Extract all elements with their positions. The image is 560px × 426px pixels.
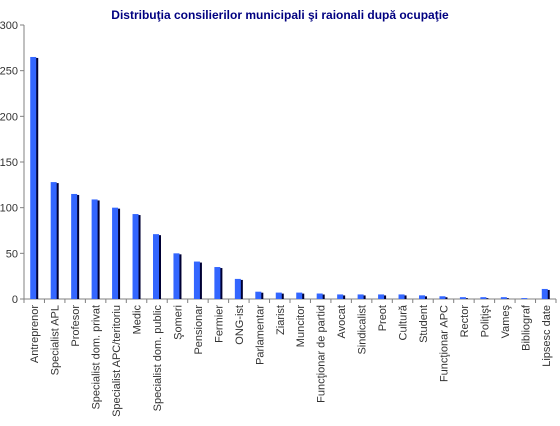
x-tick-label: Pensionar bbox=[193, 305, 205, 355]
bar bbox=[132, 214, 139, 299]
bar bbox=[521, 298, 528, 299]
x-tick-label: Cultură bbox=[398, 304, 410, 340]
bar bbox=[255, 291, 262, 299]
bar bbox=[214, 267, 221, 299]
bar bbox=[500, 297, 507, 299]
y-tick-label: 250 bbox=[0, 66, 18, 78]
x-tick-label: Antreprenor bbox=[29, 305, 41, 363]
y-tick-label: 0 bbox=[12, 294, 18, 306]
x-tick-label: Fermier bbox=[213, 305, 225, 343]
bar bbox=[50, 182, 57, 299]
x-tick-label: Şomeri bbox=[172, 305, 184, 340]
x-tick-label: Specialist APL bbox=[50, 305, 62, 375]
x-tick-label: Sindicalist bbox=[357, 305, 369, 355]
bar bbox=[480, 297, 487, 299]
x-tick-label: Funcţionar de partid bbox=[316, 305, 328, 403]
bar bbox=[71, 193, 78, 299]
y-tick-label: 200 bbox=[0, 111, 18, 123]
x-tick-label: Student bbox=[418, 305, 430, 343]
x-tick-label: Lipsesc date bbox=[541, 305, 553, 367]
bar bbox=[357, 294, 364, 299]
x-tick-label: Bibliograf bbox=[520, 304, 532, 351]
bar bbox=[153, 234, 159, 299]
y-tick-label: 50 bbox=[6, 248, 18, 260]
bar bbox=[275, 292, 282, 299]
bar bbox=[193, 261, 200, 299]
bar bbox=[439, 296, 446, 299]
bar bbox=[378, 294, 385, 299]
bar bbox=[30, 56, 37, 299]
x-tick-label: Rector bbox=[459, 305, 471, 338]
bar bbox=[398, 294, 405, 299]
x-tick-label: Specialist APC/teritoriu bbox=[111, 305, 123, 417]
bar bbox=[173, 253, 180, 299]
y-tick-label: 100 bbox=[0, 203, 18, 215]
x-tick-label: ONG-ist bbox=[234, 305, 246, 345]
bar bbox=[91, 199, 98, 299]
chart-title: Distribuţia consilierilor municipali şi … bbox=[111, 8, 449, 22]
bar bbox=[541, 288, 548, 299]
x-tick-label: Parlamentar bbox=[254, 305, 266, 365]
x-tick-label: Vameş bbox=[500, 305, 512, 339]
x-tick-label: Profesor bbox=[70, 305, 82, 347]
bar bbox=[459, 297, 466, 299]
y-tick-label: 150 bbox=[0, 157, 18, 169]
x-tick-label: Ziarist bbox=[275, 305, 287, 335]
x-tick-label: Specialist dom. public bbox=[152, 305, 164, 412]
x-tick-label: Specialist dom. privat bbox=[91, 305, 103, 410]
x-tick-label: Funcţionar APC bbox=[438, 305, 450, 382]
x-tick-label: Muncitor bbox=[295, 305, 307, 348]
bar bbox=[112, 207, 119, 299]
x-tick-label: Poliţişt bbox=[479, 305, 491, 337]
bar bbox=[296, 292, 303, 299]
bar bbox=[316, 293, 323, 299]
x-tick-label: Medic bbox=[132, 305, 144, 335]
x-tick-label: Avocat bbox=[336, 305, 348, 338]
x-tick-label: Preot bbox=[377, 305, 389, 331]
bar bbox=[419, 295, 425, 299]
bar bbox=[337, 294, 344, 299]
y-tick-label: 300 bbox=[0, 20, 18, 32]
bar bbox=[234, 278, 241, 299]
